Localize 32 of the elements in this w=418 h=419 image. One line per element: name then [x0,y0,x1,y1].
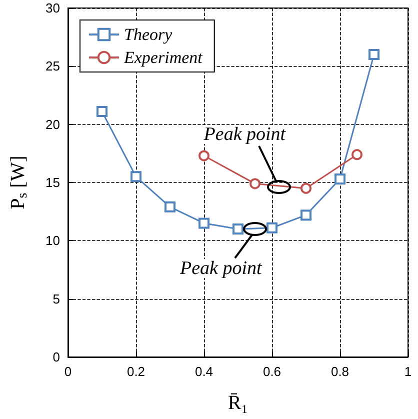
y-tick-label: 15 [46,175,60,190]
point [334,174,346,185]
x-tick-label: 0 [64,364,72,379]
legend-label: Theory [124,25,173,44]
point [300,210,312,221]
x-tick-label: 0.4 [194,364,214,379]
y-tick-label: 0 [52,350,60,364]
point [164,201,176,212]
x-tick-label: 1 [404,364,412,379]
point [130,171,142,182]
x-axis-title: R̄₁ [228,392,248,414]
y-tick-label: 10 [46,233,60,248]
y-axis-title: Ps [W] [7,156,30,210]
y-tick-label: 25 [46,58,60,74]
y-tick-label: 30 [46,0,60,16]
point [198,218,210,229]
annotation: Peak point [204,124,286,146]
point [198,150,210,162]
point [368,49,380,60]
y-tick-label: 5 [52,291,60,306]
point [352,149,362,160]
y-tick-label: 20 [46,116,60,132]
x-tick-label: 0.6 [262,364,282,379]
x-tick-label: 0.2 [126,364,146,379]
point [300,182,312,194]
point [232,224,244,235]
point [250,178,260,190]
annotation: Peak point [180,258,262,280]
point [96,106,108,118]
x-tick-label: 0.8 [330,364,350,379]
point [266,222,278,234]
legend-label: Experiment [123,48,204,67]
